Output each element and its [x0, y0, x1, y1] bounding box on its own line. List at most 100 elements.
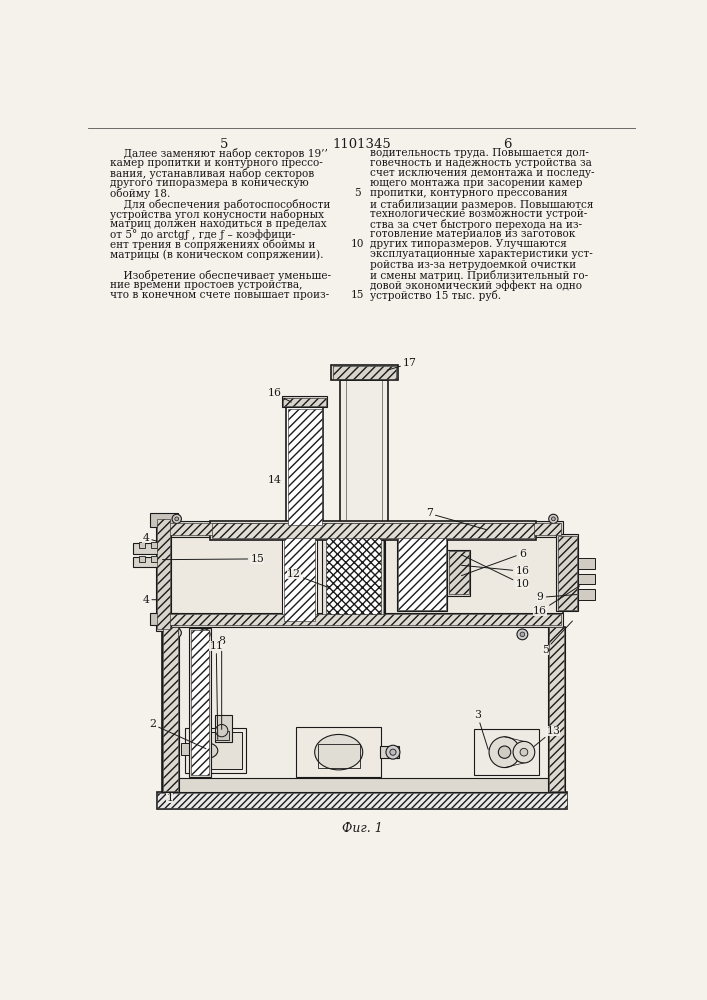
Text: матрицы (в коническом сопряжении).: матрицы (в коническом сопряжении). — [110, 249, 324, 260]
Bar — [132, 543, 163, 554]
Text: 10: 10 — [351, 239, 364, 249]
Text: от 5° до arctgƒ , где ƒ – коэффици-: от 5° до arctgƒ , где ƒ – коэффици- — [110, 229, 296, 240]
Circle shape — [551, 517, 555, 521]
Text: 17: 17 — [387, 358, 417, 370]
Bar — [163, 627, 178, 791]
Text: Для обеспечения работоспособности: Для обеспечения работоспособности — [110, 199, 330, 210]
Bar — [168, 613, 563, 627]
Bar — [139, 542, 145, 548]
Text: ства за счет быстрого перехода на из-: ства за счет быстрого перехода на из- — [370, 219, 582, 230]
Text: счет исключения демонтажа и последу-: счет исключения демонтажа и последу- — [370, 168, 594, 178]
Circle shape — [363, 564, 372, 574]
Text: 4: 4 — [142, 595, 157, 605]
Bar — [496, 523, 506, 537]
Bar — [282, 525, 317, 623]
Text: технологические возможности устрой-: технологические возможности устрой- — [370, 209, 587, 219]
Text: 13: 13 — [534, 726, 561, 747]
Text: довой экономический эффект на одно: довой экономический эффект на одно — [370, 280, 582, 291]
Text: Изобретение обеспечивает уменьше-: Изобретение обеспечивает уменьше- — [110, 270, 331, 281]
Bar — [556, 534, 578, 611]
Bar — [549, 627, 564, 791]
Bar — [340, 380, 388, 527]
Circle shape — [373, 583, 377, 586]
Circle shape — [175, 517, 179, 521]
Bar — [215, 731, 228, 740]
Bar — [448, 550, 470, 596]
Text: 14: 14 — [267, 475, 281, 485]
Circle shape — [199, 629, 210, 640]
Bar — [548, 627, 565, 792]
Bar — [519, 523, 529, 537]
Text: 10: 10 — [462, 555, 530, 589]
Text: ройства из-за нетрудоемкой очистки: ройства из-за нетрудоемкой очистки — [370, 260, 575, 270]
Circle shape — [520, 527, 528, 534]
Circle shape — [390, 749, 396, 755]
Text: эксплуатационные характеристики уст-: эксплуатационные характеристики уст- — [370, 249, 592, 259]
Text: устройство 15 тыс. руб.: устройство 15 тыс. руб. — [370, 290, 501, 301]
Bar — [282, 396, 327, 407]
Text: что в конечном счете повышает произ-: что в конечном счете повышает произ- — [110, 290, 329, 300]
Text: 5: 5 — [354, 188, 361, 198]
Circle shape — [343, 583, 346, 586]
Circle shape — [172, 628, 182, 637]
Text: Далее заменяют набор секторов 19’’: Далее заменяют набор секторов 19’’ — [110, 148, 328, 159]
Text: готовление материалов из заготовок: готовление материалов из заготовок — [370, 229, 575, 239]
Bar — [185, 728, 246, 773]
Bar — [380, 746, 399, 758]
Bar — [162, 627, 179, 792]
Bar — [169, 614, 561, 625]
Bar — [162, 627, 565, 792]
Text: другого типоразмера в коническую: другого типоразмера в коническую — [110, 178, 309, 188]
Polygon shape — [348, 584, 371, 607]
Text: устройства угол конусности наборных: устройства угол конусности наборных — [110, 209, 324, 220]
Bar — [150, 513, 177, 527]
Bar — [578, 589, 595, 600]
Bar — [156, 792, 567, 809]
Bar — [179, 778, 548, 792]
Text: вания, устанавливая набор секторов: вания, устанавливая набор секторов — [110, 168, 315, 179]
Bar — [191, 630, 209, 775]
Circle shape — [202, 632, 207, 637]
Text: 3: 3 — [474, 710, 489, 750]
Bar — [332, 366, 396, 379]
Circle shape — [218, 527, 226, 534]
Text: 16: 16 — [267, 388, 291, 402]
Bar — [189, 628, 211, 777]
Text: 4: 4 — [142, 533, 157, 543]
Bar — [217, 523, 226, 537]
Bar — [169, 523, 561, 535]
Text: обойму 18.: обойму 18. — [110, 188, 170, 199]
Bar — [168, 521, 563, 537]
Bar — [182, 743, 189, 755]
Circle shape — [489, 737, 520, 768]
Bar — [150, 613, 177, 625]
Bar — [139, 556, 145, 562]
Bar — [215, 715, 232, 742]
Circle shape — [216, 724, 228, 737]
Circle shape — [513, 741, 534, 763]
Text: 15: 15 — [163, 554, 264, 564]
Bar — [317, 744, 360, 768]
Text: 5: 5 — [542, 621, 573, 655]
Text: говечность и надежность устройства за: говечность и надежность устройства за — [370, 158, 592, 168]
Circle shape — [497, 527, 505, 534]
Bar — [156, 517, 171, 631]
Bar — [335, 540, 385, 620]
Bar — [284, 527, 315, 621]
Text: 1101345: 1101345 — [332, 138, 392, 151]
Text: 12: 12 — [287, 569, 327, 587]
Bar — [558, 536, 577, 610]
Text: матриц должен находиться в пределах: матриц должен находиться в пределах — [110, 219, 327, 229]
Text: камер пропитки и контурного прессо-: камер пропитки и контурного прессо- — [110, 158, 323, 168]
Text: ние времени простоев устройства,: ние времени простоев устройства, — [110, 280, 303, 290]
Text: 9: 9 — [537, 592, 577, 602]
Bar — [158, 519, 170, 629]
Circle shape — [172, 514, 182, 523]
Circle shape — [520, 632, 525, 637]
Bar — [578, 574, 595, 584]
Circle shape — [520, 748, 528, 756]
Text: 16: 16 — [462, 565, 530, 576]
Circle shape — [340, 580, 348, 588]
Circle shape — [386, 745, 400, 759]
Circle shape — [347, 564, 356, 574]
